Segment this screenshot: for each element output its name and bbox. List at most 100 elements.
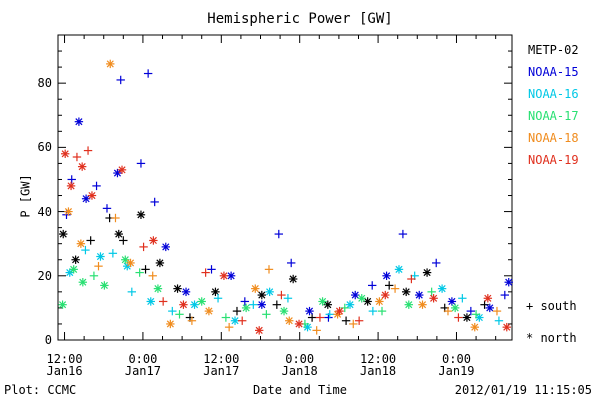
north-point-marker (153, 284, 163, 293)
marker-legend-item: + south (526, 299, 577, 313)
south-point-marker (86, 236, 95, 245)
south-point-marker (89, 271, 99, 280)
north-point-marker (437, 284, 447, 293)
north-point-marker (323, 300, 332, 309)
north-point-marker (136, 210, 146, 219)
south-point-marker (249, 300, 258, 309)
north-point-marker (58, 300, 67, 309)
south-point-marker (325, 310, 334, 319)
north-point-marker (64, 207, 73, 216)
south-point-marker (407, 274, 416, 284)
plot-frame (57, 34, 513, 341)
x-axis-label: Date and Time (253, 383, 347, 397)
north-point-marker (375, 297, 384, 306)
north-point-marker (394, 265, 404, 274)
plot-credit: Plot: CCMC (4, 383, 77, 397)
north-point-marker (149, 236, 158, 245)
south-point-marker (240, 297, 250, 306)
south-point-marker (136, 159, 146, 168)
x-tick-label: 12:00 (203, 352, 240, 366)
north-point-marker (179, 300, 188, 309)
south-point-marker (221, 313, 231, 322)
chart-axes (57, 34, 513, 341)
south-point-marker (315, 313, 325, 322)
south-point-marker (427, 287, 436, 297)
south-point-marker (454, 313, 463, 322)
north-point-marker (219, 271, 229, 280)
north-point-marker (211, 287, 220, 297)
north-point-marker (305, 306, 314, 316)
south-point-marker (443, 306, 453, 316)
y-tick-label: 80 (37, 76, 52, 91)
x-tick-label: 0:00 (285, 352, 315, 366)
north-point-marker (78, 278, 88, 287)
north-point-marker (462, 313, 472, 322)
north-point-marker (251, 284, 260, 293)
north-point-marker (226, 271, 236, 280)
y-axis-label: P [GW] (18, 174, 33, 218)
south-point-marker (458, 294, 467, 303)
south-point-marker (150, 197, 159, 207)
south-point-marker (148, 271, 157, 280)
south-point-marker (224, 322, 234, 332)
legend-item: NOAA-17 (528, 109, 579, 123)
south-point-marker (274, 229, 283, 239)
north-point-marker (204, 306, 214, 316)
y-tick-label: 0 (44, 333, 52, 347)
north-point-marker (288, 274, 298, 284)
north-point-marker (502, 322, 511, 332)
y-tick-label: 20 (37, 268, 52, 283)
north-point-marker (69, 265, 78, 274)
north-point-marker (81, 194, 91, 203)
south-point-marker (141, 265, 150, 274)
south-point-marker (368, 281, 377, 290)
plot-timestamp: 2012/01/19 11:15:05 (454, 383, 592, 397)
south-point-marker (92, 181, 101, 191)
north-point-marker (114, 229, 123, 239)
x-tick-date-label: Jan17 (203, 364, 240, 378)
north-point-marker (161, 242, 170, 252)
north-point-marker (106, 59, 115, 69)
x-tick-label: 0:00 (128, 352, 158, 366)
north-point-marker (422, 268, 432, 277)
north-point-marker (351, 290, 360, 300)
north-point-marker (450, 303, 460, 313)
south-point-marker (354, 316, 364, 325)
south-point-marker (175, 310, 184, 319)
north-point-marker (504, 278, 513, 287)
north-point-marker (429, 294, 438, 303)
north-point-marker (335, 306, 344, 316)
x-tick-date-label: Jan19 (438, 364, 475, 378)
north-point-marker (418, 300, 427, 309)
south-point-marker (272, 300, 282, 309)
south-point-marker (201, 268, 210, 277)
legend-item: METP-02 (528, 43, 579, 57)
south-point-marker (432, 258, 441, 268)
north-point-marker (318, 297, 327, 306)
south-point-marker (119, 236, 128, 245)
north-point-marker (401, 287, 411, 297)
north-point-marker (190, 300, 199, 309)
north-point-marker (447, 297, 457, 306)
south-point-marker (94, 261, 103, 271)
north-point-marker (257, 290, 267, 300)
north-point-marker (126, 258, 135, 268)
south-point-marker (83, 146, 93, 155)
chart-data-points (58, 59, 513, 335)
south-point-marker (72, 152, 82, 162)
south-point-marker (283, 294, 293, 303)
south-point-marker (143, 69, 153, 78)
north-point-marker (76, 239, 86, 248)
south-point-marker (108, 249, 118, 258)
north-point-marker (475, 313, 484, 322)
north-point-marker (100, 281, 109, 290)
north-point-marker (59, 229, 68, 239)
south-point-marker (466, 306, 476, 316)
north-point-marker (113, 168, 122, 178)
north-point-marker (470, 322, 479, 332)
south-point-marker (168, 306, 177, 316)
north-point-marker (173, 284, 182, 293)
x-tick-date-label: Jan18 (281, 364, 318, 378)
south-point-marker (492, 306, 502, 316)
